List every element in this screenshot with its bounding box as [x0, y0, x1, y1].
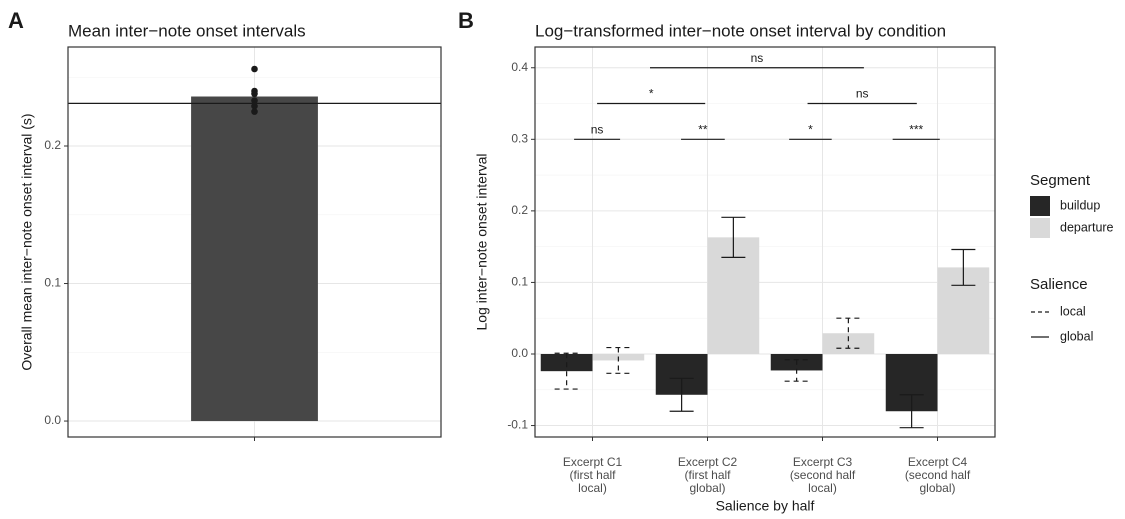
y-tick-label: 0.2 — [511, 203, 528, 217]
bar — [822, 333, 875, 354]
x-axis-title: Salience by half — [716, 498, 815, 514]
significance-label: ns — [751, 51, 764, 65]
x-tick-label: local) — [578, 481, 607, 495]
legend-label: local — [1060, 304, 1086, 318]
y-tick-label: 0.4 — [511, 60, 528, 74]
legend-label: departure — [1060, 220, 1114, 234]
significance-label: * — [808, 122, 813, 136]
panel-title: Log−transformed inter−note onset interva… — [535, 21, 946, 40]
error-bar — [899, 394, 924, 429]
significance-label: *** — [909, 122, 923, 136]
error-bar — [606, 346, 631, 374]
x-tick-label: (second half — [790, 468, 856, 482]
y-axis-title: Log inter−note onset interval — [474, 153, 490, 330]
point — [251, 102, 258, 110]
error-bar — [784, 359, 809, 382]
panel-title: Mean inter−note onset intervals — [68, 21, 306, 40]
error-bar — [669, 377, 694, 412]
error-bar — [554, 352, 579, 390]
legend-title: Salience — [1030, 276, 1088, 293]
x-tick-label: local) — [808, 481, 837, 495]
x-tick-label: global) — [919, 481, 955, 495]
legend-swatch — [1030, 196, 1050, 216]
point — [251, 65, 258, 73]
y-tick-label: 0.2 — [44, 138, 61, 152]
panel-border — [67, 46, 442, 438]
x-tick-label: global) — [689, 481, 725, 495]
y-tick-label: 0.1 — [44, 276, 61, 290]
bar — [191, 96, 318, 422]
significance-label: ns — [591, 122, 604, 136]
point — [251, 97, 258, 104]
x-tick-label: Excerpt C2 — [678, 455, 738, 469]
significance-label: ns — [856, 87, 869, 101]
y-tick-label: -0.1 — [507, 418, 528, 432]
y-tick-label: 0.0 — [511, 346, 528, 360]
error-bar — [836, 317, 861, 349]
y-tick-label: 0.3 — [511, 131, 528, 145]
point — [251, 108, 258, 115]
y-tick-label: 0.0 — [44, 413, 61, 427]
panel-letter: B — [458, 8, 474, 33]
y-axis-title: Overall mean inter−note onset interval (… — [19, 113, 35, 370]
legend-swatch — [1030, 218, 1050, 238]
x-tick-label: (first half — [684, 468, 731, 482]
significance-label: ** — [698, 122, 708, 136]
legend-label: buildup — [1060, 198, 1100, 212]
error-bar — [951, 248, 976, 286]
legend-label: global — [1060, 329, 1093, 343]
x-tick-label: Excerpt C4 — [908, 455, 968, 469]
significance-label: * — [649, 87, 654, 101]
panel-letter: A — [8, 8, 24, 33]
y-tick-label: 0.1 — [511, 275, 528, 289]
x-tick-label: Excerpt C3 — [793, 455, 853, 469]
x-tick-label: (first half — [569, 468, 616, 482]
x-tick-label: Excerpt C1 — [563, 455, 623, 469]
point — [251, 90, 258, 98]
panel-border — [534, 46, 996, 438]
x-tick-label: (second half — [905, 468, 971, 482]
legend-title: Segment — [1030, 172, 1091, 189]
error-bar — [721, 216, 746, 258]
